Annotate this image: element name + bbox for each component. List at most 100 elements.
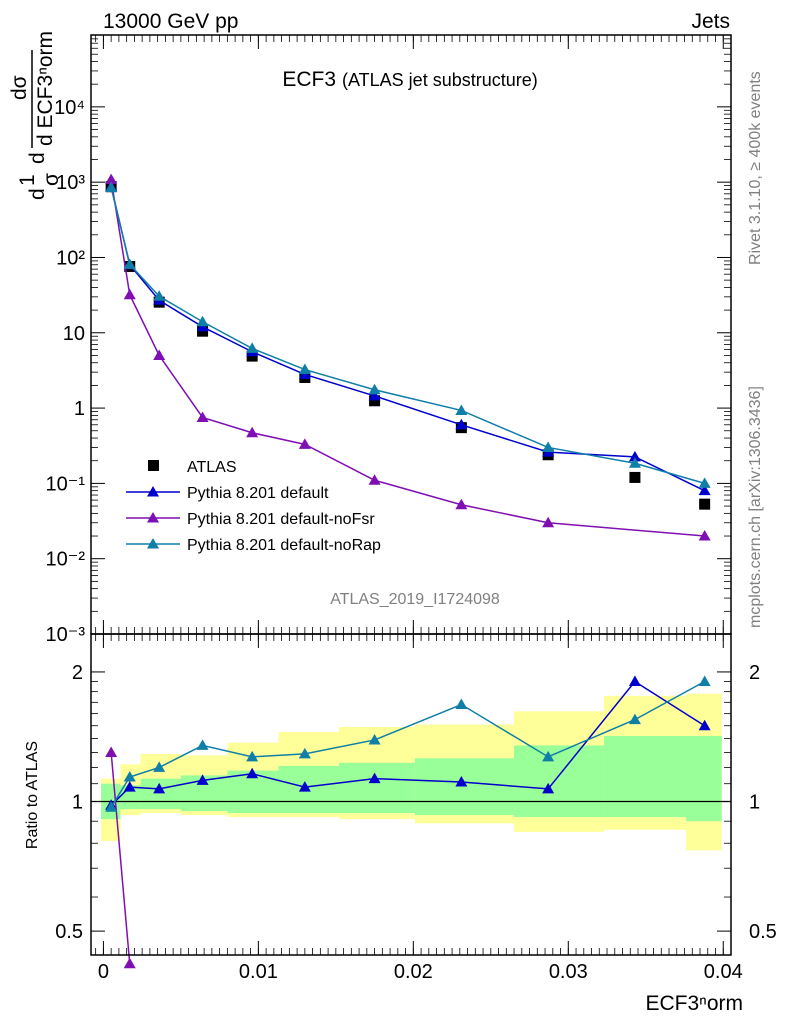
ratio-frame bbox=[90, 633, 732, 956]
ratio-point bbox=[196, 774, 209, 785]
ratio-series-1 bbox=[105, 746, 136, 969]
ratio-line bbox=[110, 752, 131, 964]
legend-marker-triangle bbox=[147, 538, 159, 549]
band-stat-7 bbox=[414, 758, 515, 816]
band-stat-8 bbox=[514, 745, 604, 818]
ratio-panel bbox=[105, 675, 711, 969]
legend-label: Pythia 8.201 default-noRap bbox=[187, 537, 381, 554]
ylabel-d2: d bbox=[26, 152, 49, 164]
y-tick-label: 10² bbox=[56, 247, 85, 269]
x-axis-title: ECF3ⁿorm bbox=[645, 992, 743, 1015]
series-point bbox=[298, 438, 311, 449]
band-stat-9 bbox=[603, 735, 687, 818]
axes: 0 0.01 0.02 0.03 0.0410⁻³10⁻²10⁻¹11010²10³10… bbox=[46, 34, 777, 983]
series-point bbox=[698, 484, 711, 496]
side-text-mcplots: mcplots.cern.ch [arXiv:1306.3436] bbox=[747, 386, 764, 628]
series-point bbox=[123, 288, 136, 300]
ratio-point bbox=[368, 772, 381, 784]
series-point bbox=[698, 530, 711, 541]
ratio-point bbox=[123, 957, 136, 969]
ratio-point bbox=[628, 675, 641, 687]
ratio-uncertainty-bands bbox=[91, 693, 731, 851]
top-panel bbox=[105, 173, 711, 541]
ratio-tick-label-left: 0.5 bbox=[55, 921, 83, 943]
y-tick-label: 1 bbox=[74, 398, 85, 420]
ratio-point bbox=[542, 782, 555, 794]
ratio-point bbox=[298, 781, 311, 792]
series-point bbox=[246, 342, 259, 353]
series-point bbox=[455, 404, 468, 415]
ratio-point bbox=[153, 761, 166, 772]
ratio-point bbox=[455, 776, 468, 787]
legend-entry-0: ATLAS bbox=[148, 459, 237, 476]
x-tick-label: 0.02 bbox=[394, 961, 433, 983]
ratio-tick-label-right: 0.5 bbox=[749, 921, 777, 943]
series-point bbox=[368, 474, 381, 485]
x-tick-label: 0.03 bbox=[549, 961, 588, 983]
plot-subtitle: (ATLAS jet substructure) bbox=[342, 70, 538, 90]
legend: ATLAS Pythia 8.201 default Pythia 8.201 de… bbox=[126, 459, 381, 554]
y-tick-label: 10⁻² bbox=[46, 549, 86, 571]
ratio-point bbox=[123, 771, 136, 782]
series-point bbox=[105, 181, 118, 192]
x-tick-label: 0.01 bbox=[239, 961, 278, 983]
ratio-tick-label-right: 2 bbox=[749, 662, 760, 684]
ratio-point bbox=[105, 746, 118, 757]
y-tick-label: 10⁻³ bbox=[46, 624, 86, 646]
top-series-3 bbox=[105, 181, 711, 488]
y-tick-label: 10 bbox=[63, 323, 85, 345]
series-line bbox=[110, 179, 705, 537]
ratio-tick-label-left: 1 bbox=[72, 792, 83, 814]
x-tick-label: 0 bbox=[98, 961, 109, 983]
ratio-point bbox=[542, 750, 555, 762]
ratio-tick-label-left: 2 bbox=[72, 662, 83, 684]
atlas-point bbox=[629, 471, 641, 483]
series-point bbox=[455, 418, 468, 430]
legend-marker-triangle bbox=[147, 486, 159, 497]
atlas-point bbox=[369, 395, 381, 407]
y-tick-label: 10⁴ bbox=[54, 97, 85, 119]
side-text-rivet: Rivet 3.1.10, ≥ 400k events bbox=[747, 71, 764, 265]
series-point bbox=[153, 349, 166, 360]
ratio-series-2 bbox=[105, 675, 711, 812]
series-point bbox=[196, 315, 209, 327]
atlas-point bbox=[699, 498, 711, 510]
legend-entry-1: Pythia 8.201 default bbox=[126, 485, 329, 502]
ratio-tick-label-right: 1 bbox=[749, 792, 760, 814]
plot-title: ECF3 bbox=[282, 68, 336, 91]
legend-marker-square bbox=[148, 460, 159, 471]
ylabel-one: 1 bbox=[16, 174, 39, 186]
band-stat-6 bbox=[338, 762, 415, 814]
y-tick-label: 10⁻¹ bbox=[46, 473, 86, 495]
ratio-point bbox=[628, 713, 641, 725]
ratio-point bbox=[368, 733, 381, 745]
x-tick-label: 0.04 bbox=[704, 961, 743, 983]
series-point bbox=[698, 477, 711, 488]
y-axis-title-ratio: Ratio to ATLAS bbox=[24, 741, 41, 849]
legend-marker-triangle bbox=[147, 512, 159, 523]
ratio-point bbox=[698, 719, 711, 731]
ylabel-numerator: dσ bbox=[8, 75, 31, 100]
series-point bbox=[105, 173, 118, 185]
band-stat-10 bbox=[686, 735, 722, 822]
series-point bbox=[246, 426, 259, 438]
series-point bbox=[628, 450, 641, 462]
series-point bbox=[368, 389, 381, 401]
legend-entry-2: Pythia 8.201 default-noFsr bbox=[126, 511, 375, 528]
ratio-point bbox=[246, 750, 259, 762]
ylabel-d: d bbox=[26, 188, 49, 200]
top-series-1 bbox=[105, 180, 711, 496]
ratio-point bbox=[298, 747, 311, 759]
header-right: Jets bbox=[691, 10, 730, 33]
legend-label: ATLAS bbox=[187, 459, 237, 476]
top-series-2 bbox=[105, 173, 711, 541]
series-point bbox=[628, 457, 641, 468]
ratio-point bbox=[105, 801, 118, 812]
series-line bbox=[110, 186, 705, 492]
legend-entry-3: Pythia 8.201 default-noRap bbox=[126, 537, 381, 554]
series-point bbox=[123, 258, 136, 269]
series-point bbox=[368, 383, 381, 395]
legend-label: Pythia 8.201 default bbox=[187, 485, 329, 502]
ratio-point bbox=[123, 781, 136, 792]
ratio-point bbox=[153, 782, 166, 794]
